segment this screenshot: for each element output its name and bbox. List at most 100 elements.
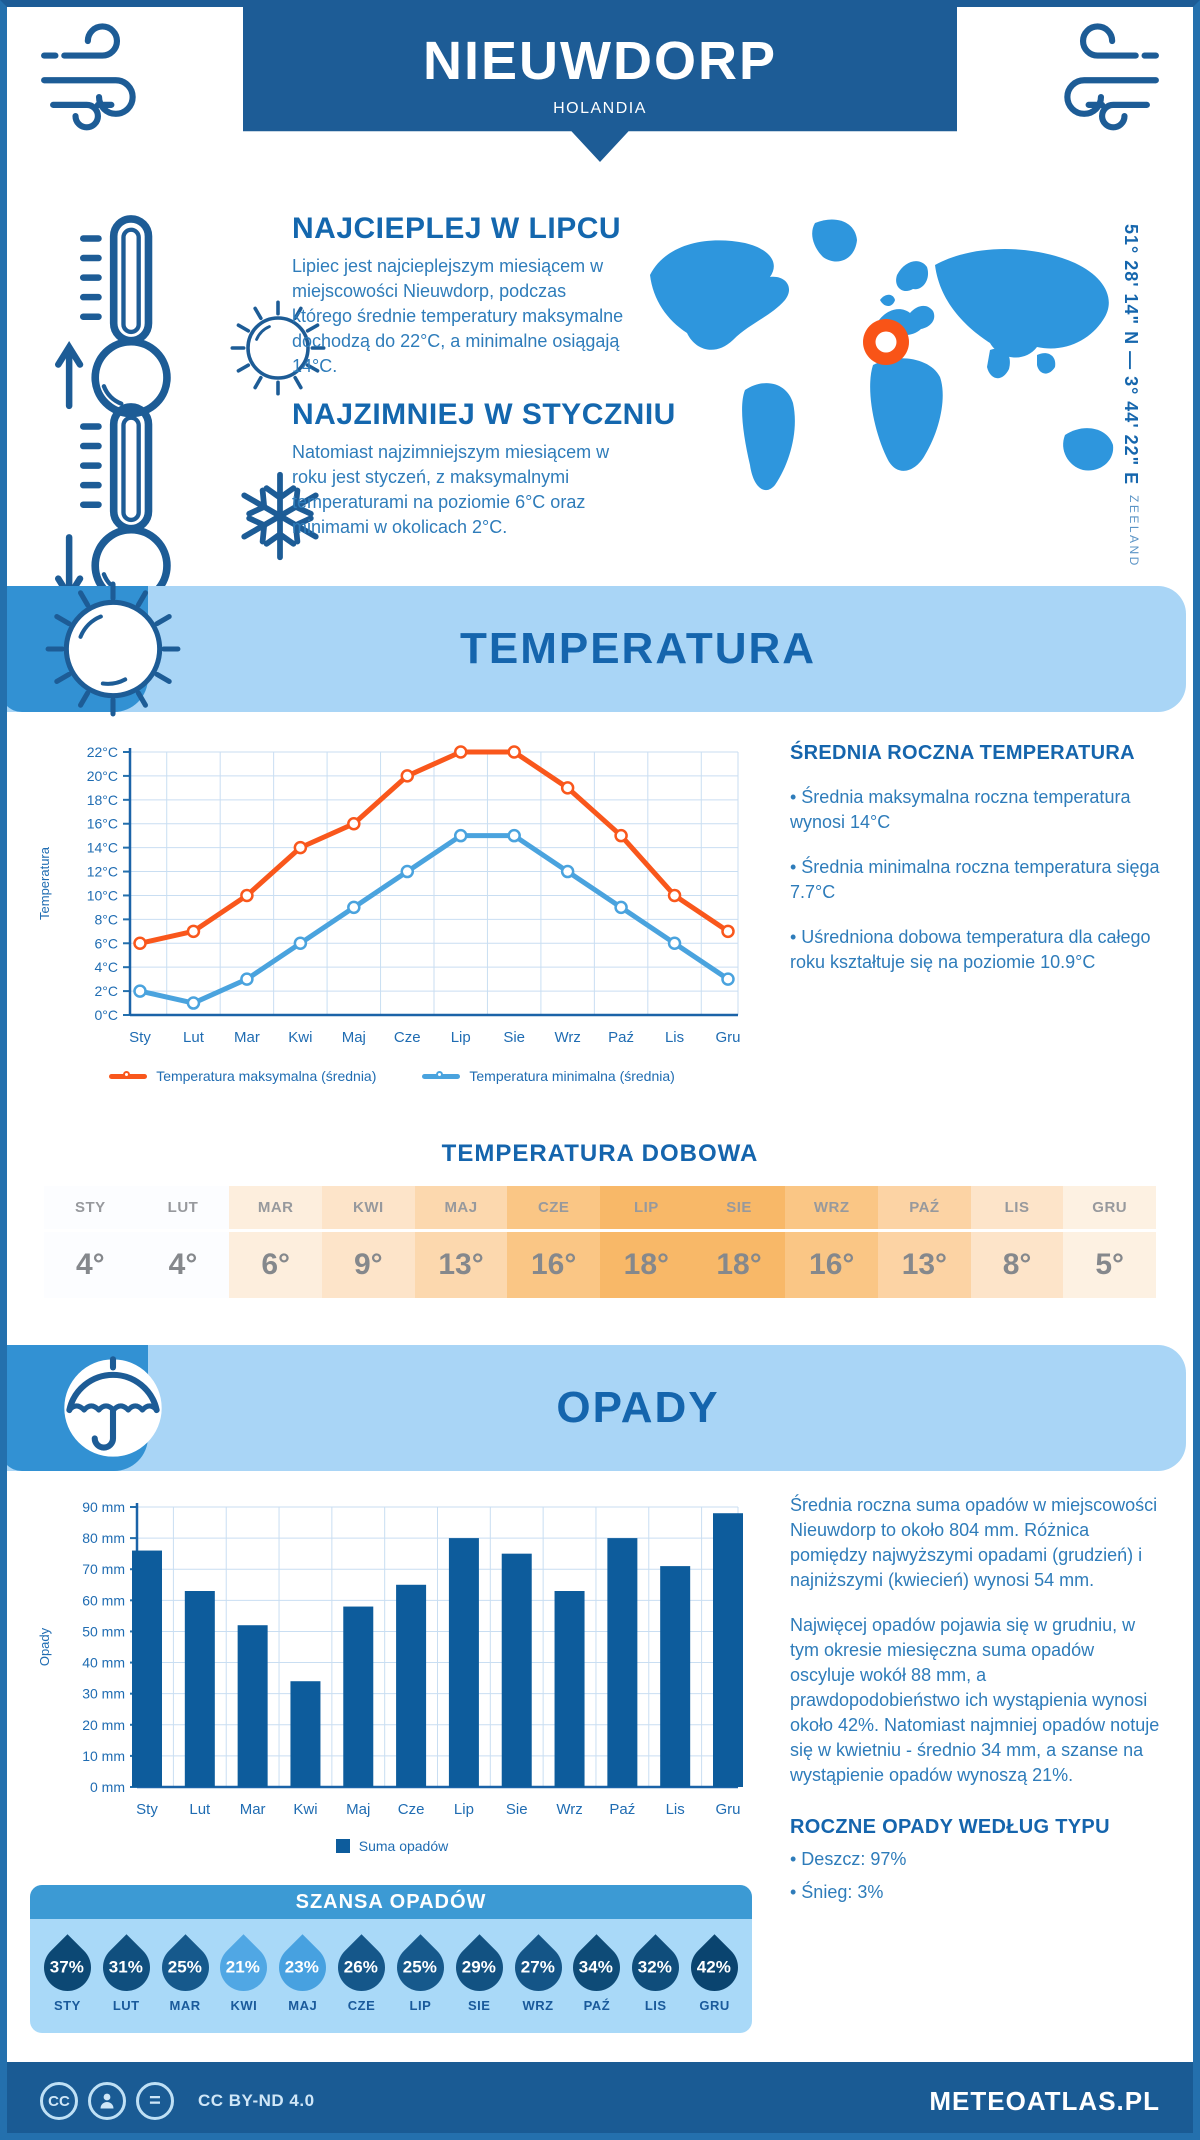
svg-text:Temperatura: Temperatura <box>37 846 52 920</box>
svg-text:Gru: Gru <box>715 1801 740 1818</box>
svg-text:6°C: 6°C <box>95 935 119 951</box>
chance-value: 25% <box>168 1957 203 1977</box>
svg-text:14°C: 14°C <box>87 840 118 856</box>
temperature-banner: TEMPERATURA <box>0 581 1186 717</box>
svg-text:4°C: 4°C <box>95 959 119 975</box>
chance-month-label: MAJ <box>288 1998 318 2013</box>
svg-text:Lis: Lis <box>665 1029 684 1046</box>
equals-icon: = <box>136 2082 174 2120</box>
daily-temperature-value: 6° <box>261 1248 291 1281</box>
temperature-summary-title: ŚREDNIA ROCZNA TEMPERATURA <box>790 742 1135 764</box>
svg-text:16°C: 16°C <box>87 816 118 832</box>
svg-text:60 mm: 60 mm <box>82 1592 125 1608</box>
chance-month-label: KWI <box>230 1998 258 2013</box>
daily-temperature-value: 4° <box>75 1248 105 1281</box>
svg-text:10°C: 10°C <box>87 887 118 903</box>
precipitation-type-title: ROCZNE OPADY WEDŁUG TYPU <box>790 1816 1110 1838</box>
chance-value: 21% <box>226 1957 261 1977</box>
legend-label: Suma opadów <box>358 1838 449 1854</box>
precipitation-paragraph: Średnia roczna suma opadów w miejscowośc… <box>790 1495 1158 1590</box>
svg-text:Lut: Lut <box>189 1801 211 1818</box>
daily-col-lut: LUT 4° <box>136 1186 230 1298</box>
chance-slot-mar: 25% MAR <box>151 1923 219 2013</box>
chance-slot-paź: 34% PAŹ <box>563 1923 631 2013</box>
svg-text:Sie: Sie <box>503 1029 525 1046</box>
legend-label: Temperatura minimalna (średnia) <box>469 1068 675 1084</box>
svg-text:20 mm: 20 mm <box>82 1717 125 1733</box>
droplet-icon: 23% <box>269 1934 336 2001</box>
daily-temperature-value: 18° <box>623 1248 670 1281</box>
svg-text:50 mm: 50 mm <box>82 1623 125 1639</box>
chance-title: SZANSA OPADÓW <box>30 1885 752 1919</box>
temperature-bullet: • Uśredniona dobowa temperatura dla całe… <box>790 927 1151 972</box>
chance-month-label: MAR <box>169 1998 201 2013</box>
droplet-icon: 29% <box>445 1934 513 2001</box>
droplet-icon: 32% <box>622 1934 689 2001</box>
daily-temperature-value: 18° <box>716 1248 762 1281</box>
daily-col-wrz: WRZ 16° <box>785 1186 879 1298</box>
footer: CC = CC BY-ND 4.0 METEOATLAS.PL <box>0 2062 1200 2140</box>
chance-slot-maj: 23% MAJ <box>269 1923 336 2013</box>
svg-text:Lis: Lis <box>666 1801 685 1818</box>
precipitation-banner: OPADY <box>0 1345 1186 1471</box>
chance-value: 32% <box>638 1957 673 1977</box>
daily-month-label: LUT <box>136 1186 230 1232</box>
daily-temperature-value: 16° <box>531 1248 577 1281</box>
brand-label: METEOATLAS.PL <box>929 2085 1160 2116</box>
chance-value: 23% <box>285 1957 320 1977</box>
svg-text:Maj: Maj <box>346 1801 370 1818</box>
droplet-icon: 25% <box>151 1934 219 2001</box>
daily-temperature-value: 13° <box>438 1248 484 1281</box>
daily-col-sie: SIE 18° <box>692 1186 786 1298</box>
daily-col-cze: CZE 16° <box>507 1186 601 1298</box>
svg-text:22°C: 22°C <box>87 744 118 760</box>
cold-title: NAJZIMNIEJ W STYCZNIU <box>292 398 676 431</box>
cold-text: Natomiast najzimniejszym miesiącem w rok… <box>292 442 610 537</box>
precipitation-type-bullet: • Śnieg: 3% <box>790 1882 884 1902</box>
precipitation-legend: Suma opadów <box>36 1838 748 1854</box>
license-label: CC BY-ND 4.0 <box>198 2091 315 2110</box>
wind-icon <box>41 23 136 131</box>
daily-col-kwi: KWI 9° <box>322 1186 415 1298</box>
svg-text:Lut: Lut <box>183 1029 205 1046</box>
svg-text:40 mm: 40 mm <box>82 1655 125 1671</box>
daily-temperature-value: 13° <box>901 1248 948 1281</box>
daily-month-label: KWI <box>322 1186 415 1232</box>
precipitation-paragraph: Najwięcej opadów pojawia się w grudniu, … <box>790 1615 1160 1785</box>
precipitation-banner-title: OPADY <box>556 1383 720 1432</box>
chance-slot-sie: 29% SIE <box>445 1923 513 2013</box>
region-label: ZEELAND <box>1127 495 1141 569</box>
droplet-icon: 26% <box>328 1934 395 2001</box>
precipitation-type-bullet: • Deszcz: 97% <box>790 1849 907 1869</box>
svg-text:90 mm: 90 mm <box>82 1499 125 1515</box>
thermometer-down-icon <box>55 403 171 606</box>
chance-value: 26% <box>344 1957 379 1977</box>
daily-month-label: SIE <box>692 1186 786 1232</box>
svg-text:10 mm: 10 mm <box>82 1748 125 1764</box>
svg-text:30 mm: 30 mm <box>82 1686 125 1702</box>
daily-col-lis: LIS 8° <box>970 1186 1064 1298</box>
daily-month-label: GRU <box>1063 1186 1157 1232</box>
precipitation-summary-panel: Średnia roczna suma opadów w miejscowośc… <box>790 1493 1160 1905</box>
page-subtitle: HOLANDIA <box>553 100 647 117</box>
chance-value: 37% <box>50 1957 85 1977</box>
svg-text:70 mm: 70 mm <box>82 1561 125 1577</box>
chance-value: 42% <box>697 1957 732 1977</box>
daily-col-lip: LIP 18° <box>600 1186 693 1298</box>
chance-value: 25% <box>403 1957 438 1977</box>
svg-text:Kwi: Kwi <box>293 1801 317 1818</box>
legend-marker <box>109 1070 148 1079</box>
coordinates-block: 51° 28' 14" N — 3° 44' 22" E ZEELAND <box>1120 224 1141 584</box>
daily-temperature-value: 9° <box>354 1248 383 1281</box>
svg-text:0°C: 0°C <box>95 1007 119 1023</box>
wind-icon <box>1064 23 1159 131</box>
chance-of-precipitation-panel: SZANSA OPADÓW 37% STY 31% LUT 25% MAR 21% KWI 23… <box>30 1885 752 2033</box>
droplet-icon: 21% <box>210 1934 278 2001</box>
person-icon <box>88 2082 126 2120</box>
daily-col-maj: MAJ 13° <box>414 1186 508 1298</box>
location-marker-icon <box>863 319 909 365</box>
daily-month-label: LIP <box>600 1186 693 1232</box>
svg-text:Cze: Cze <box>394 1029 421 1046</box>
sun-icon <box>230 300 326 396</box>
daily-col-sty: STY 4° <box>44 1186 137 1298</box>
